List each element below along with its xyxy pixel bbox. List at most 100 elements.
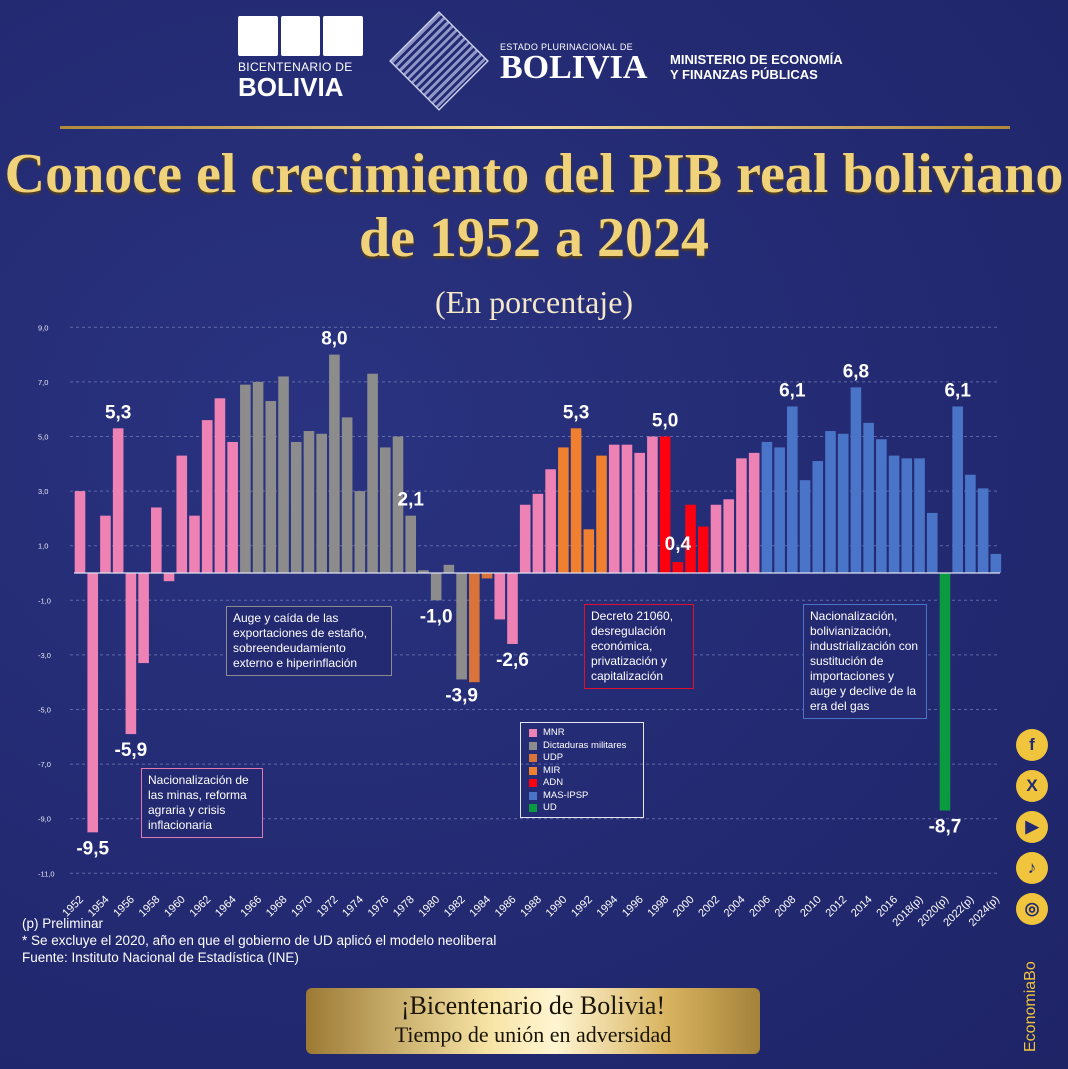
x-tick-label: 1990 — [544, 894, 570, 920]
bar-1994 — [608, 444, 620, 573]
logo-subtitle: BICENTENARIO DE — [238, 60, 353, 74]
bar-1999 — [672, 562, 684, 573]
bar-2004 — [736, 458, 747, 573]
bar-2019 — [926, 512, 938, 573]
bar-2015 — [876, 439, 887, 573]
bar-2016 — [888, 455, 900, 573]
banner-line1: ¡Bicentenario de Bolivia! — [400, 991, 666, 1020]
data-label: 6,1 — [944, 380, 971, 401]
bar-1972 — [329, 354, 340, 573]
bar-1997 — [647, 436, 658, 573]
instagram-icon[interactable]: ◎ — [1016, 893, 1048, 925]
estado-logo: ESTADO PLURINACIONAL DE BOLIVIA — [500, 42, 647, 85]
legend-label: UDP — [543, 752, 564, 763]
y-tick-label: -3,0 — [38, 651, 51, 660]
legend-item-dm: Dictaduras militares — [529, 740, 635, 753]
youtube-icon[interactable]: ▶ — [1016, 811, 1048, 843]
bar-2013 — [850, 387, 862, 573]
y-tick-label: -5,0 — [38, 706, 51, 715]
bar-1991 — [570, 428, 582, 573]
facebook-icon[interactable]: f — [1016, 729, 1048, 761]
legend-swatch — [529, 779, 537, 788]
legend-label: MIR — [543, 764, 561, 776]
bar-2002 — [710, 504, 722, 573]
bar-1981 — [443, 564, 455, 573]
footnote-exclusion: * Se excluye el 2020, año en que el gobi… — [22, 933, 497, 948]
x-tick-label: 2004 — [722, 894, 748, 920]
x-tick-label: 2012 — [824, 894, 850, 920]
bar-1960 — [176, 455, 188, 573]
bar-1975 — [367, 373, 378, 573]
logo-200-mark — [238, 16, 364, 56]
note-mnr-1952: Nacionalización de las minas, reforma ag… — [141, 768, 263, 838]
bar-1995 — [621, 444, 633, 573]
x-tick-label: 1996 — [620, 894, 646, 920]
title-ornament — [60, 126, 1010, 129]
bar-1962 — [201, 420, 213, 573]
bar-1998 — [659, 436, 671, 573]
bar-1984 — [481, 573, 493, 579]
bar-1973 — [341, 417, 353, 573]
bar-1993 — [596, 455, 607, 573]
data-label: 5,0 — [652, 411, 678, 432]
bar-2003 — [723, 499, 735, 573]
bar-2012 — [837, 433, 849, 573]
x-tick-label: 2000 — [671, 894, 697, 920]
bar-1983 — [469, 573, 480, 683]
legend-swatch — [529, 791, 537, 800]
bar-1990 — [558, 447, 569, 573]
bar-2017 — [901, 458, 913, 573]
bar-1971 — [316, 433, 327, 573]
bar-1964 — [227, 441, 238, 573]
legend-label: UD — [543, 802, 557, 813]
data-label: 6,8 — [843, 361, 869, 382]
data-label: -9,5 — [76, 838, 109, 859]
legend-swatch — [529, 766, 537, 775]
bar-1978 — [405, 515, 417, 573]
bar-1961 — [189, 515, 200, 573]
bar-2011 — [825, 431, 836, 573]
data-label: 5,3 — [563, 402, 589, 423]
legend-label: MNR — [543, 727, 565, 738]
x-tick-label: 1994 — [595, 894, 621, 920]
bar-2006 — [761, 441, 773, 573]
tiktok-icon[interactable]: ♪ — [1016, 852, 1048, 884]
bicentenario-banner: ¡Bicentenario de Bolivia! Tiempo de unió… — [306, 988, 760, 1054]
legend-swatch — [529, 804, 537, 813]
data-label: 8,0 — [321, 329, 347, 350]
x-tick-label: 2008 — [773, 894, 799, 920]
legend-item-mas: MAS-IPSP — [529, 790, 635, 803]
bar-1986 — [507, 573, 518, 644]
banner-line2: Tiempo de unión en adversidad — [394, 1022, 672, 1047]
bar-2022 — [965, 474, 976, 573]
bar-2007 — [774, 447, 785, 573]
data-label: 6,1 — [779, 380, 806, 401]
social-handle: EconomiaBo — [1022, 961, 1039, 1052]
data-label: -8,7 — [929, 817, 962, 838]
bar-2000 — [685, 504, 696, 573]
bar-1985 — [494, 573, 506, 620]
bar-1974 — [354, 491, 366, 573]
ministerio-line2: Y FINANZAS PÚBLICAS — [670, 67, 818, 82]
bar-1953 — [87, 573, 99, 833]
bar-1970 — [303, 431, 315, 573]
legend-swatch — [529, 729, 537, 738]
footnote-preliminar: (p) Preliminar — [22, 916, 104, 931]
bar-1976 — [379, 447, 391, 573]
legend-item-mnr: MNR — [529, 727, 635, 740]
bar-1968 — [278, 376, 289, 573]
x-tick-label: 2010 — [798, 894, 824, 920]
note-decreto-21060: Decreto 21060, desregulación económica, … — [584, 604, 694, 689]
estado-subtitle: ESTADO PLURINACIONAL DE — [500, 42, 633, 52]
footnote-source: Fuente: Instituto Nacional de Estadístic… — [22, 950, 299, 965]
bar-1977 — [392, 436, 404, 573]
x-tick-label: 1988 — [518, 894, 544, 920]
chart-legend: MNR Dictaduras militares UDP MIR ADN MAS-IPSP… — [520, 722, 644, 818]
x-tick-label: 1998 — [645, 894, 671, 920]
bar-1958 — [151, 507, 162, 573]
bar-1959 — [163, 573, 175, 582]
bar-1992 — [583, 529, 595, 573]
bar-1957 — [138, 573, 149, 664]
x-icon[interactable]: X — [1016, 770, 1048, 802]
bar-2024 — [990, 553, 1002, 573]
